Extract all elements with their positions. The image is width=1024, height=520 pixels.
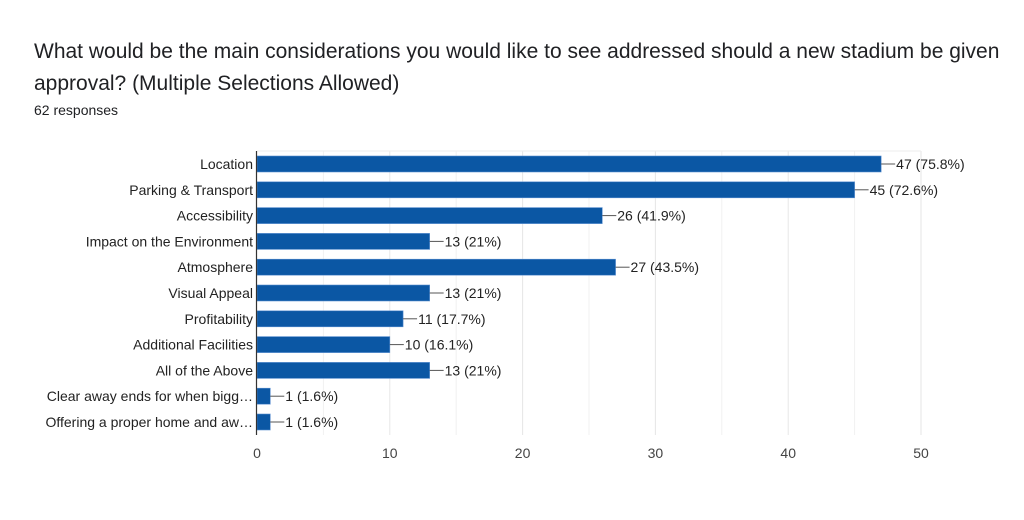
bar (256, 233, 430, 250)
data-label: 26 (41.9%) (617, 208, 685, 224)
data-label: 47 (75.8%) (896, 156, 964, 172)
bar (256, 284, 430, 302)
bar (256, 362, 430, 379)
bar (256, 310, 404, 328)
x-tick-label: 10 (382, 445, 398, 461)
category-label: Parking & Transport (129, 182, 253, 198)
x-tick-label: 30 (648, 445, 664, 461)
category-label: Visual Appeal (168, 285, 253, 301)
data-label: 27 (43.5%) (631, 259, 699, 275)
x-tick-label: 20 (515, 445, 531, 461)
bar (256, 387, 271, 405)
data-label: 13 (21%) (445, 285, 502, 301)
bar (256, 413, 271, 431)
category-label: Impact on the Environment (86, 233, 253, 249)
category-label: Profitability (185, 311, 253, 327)
data-label: 1 (1.6%) (285, 388, 338, 404)
data-label: 13 (21%) (445, 233, 502, 249)
bar (256, 207, 603, 224)
category-label: Accessibility (177, 208, 253, 224)
data-label: 13 (21%) (445, 362, 502, 378)
x-tick-label: 40 (780, 445, 796, 461)
x-tick-label: 0 (253, 445, 261, 461)
x-tick-label: 50 (913, 445, 929, 461)
bar (256, 155, 882, 173)
data-label: 10 (16.1%) (405, 337, 473, 353)
category-label: Additional Facilities (133, 337, 253, 353)
data-label: 45 (72.6%) (870, 182, 938, 198)
category-label: Location (200, 156, 253, 172)
bar (256, 258, 616, 276)
category-label: Offering a proper home and aw… (45, 414, 253, 430)
category-label: Atmosphere (178, 259, 254, 275)
data-label: 11 (17.7%) (418, 311, 485, 327)
bar (256, 336, 391, 353)
data-label: 1 (1.6%) (285, 414, 338, 430)
category-label: All of the Above (156, 362, 254, 378)
chart-title: What would be the main considerations yo… (34, 40, 1000, 95)
response-count: 62 responses (34, 102, 119, 118)
category-label: Clear away ends for when bigg… (47, 388, 253, 404)
bar (256, 181, 855, 199)
